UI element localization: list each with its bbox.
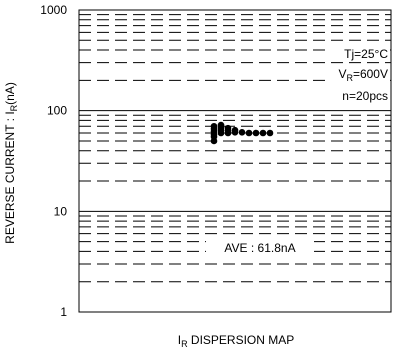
- y-tick-label: 10: [54, 204, 68, 218]
- y-axis-ticks: 1 10 100 1000: [40, 3, 67, 319]
- data-point: [217, 121, 225, 129]
- data-point: [231, 126, 239, 134]
- temperature-label-bg: [326, 45, 390, 61]
- count-label-bg: [326, 87, 390, 103]
- average-label: AVE : 61.8nA: [224, 241, 295, 255]
- count-label: n=20pcs: [342, 89, 388, 103]
- y-tick-label: 1: [60, 305, 67, 319]
- temperature-label: Tj=25°C: [344, 47, 388, 61]
- average-label-bg: [206, 239, 314, 257]
- data-point: [259, 129, 267, 137]
- data-point: [224, 124, 232, 132]
- data-point: [238, 128, 246, 136]
- data-point: [210, 122, 218, 130]
- data-points: [210, 121, 274, 145]
- y-tick-label: 1000: [40, 3, 67, 17]
- data-point: [252, 129, 260, 137]
- voltage-label-bg: [326, 65, 390, 83]
- x-axis-title: IR DISPERSION MAP: [178, 333, 295, 349]
- y-axis-title: REVERSE CURRENT : IR(nA): [3, 82, 19, 244]
- y-tick-label: 100: [47, 104, 67, 118]
- data-point: [245, 129, 253, 137]
- voltage-label: VR=600V: [338, 67, 388, 83]
- data-point: [266, 129, 274, 137]
- plot-area-border: [78, 9, 392, 313]
